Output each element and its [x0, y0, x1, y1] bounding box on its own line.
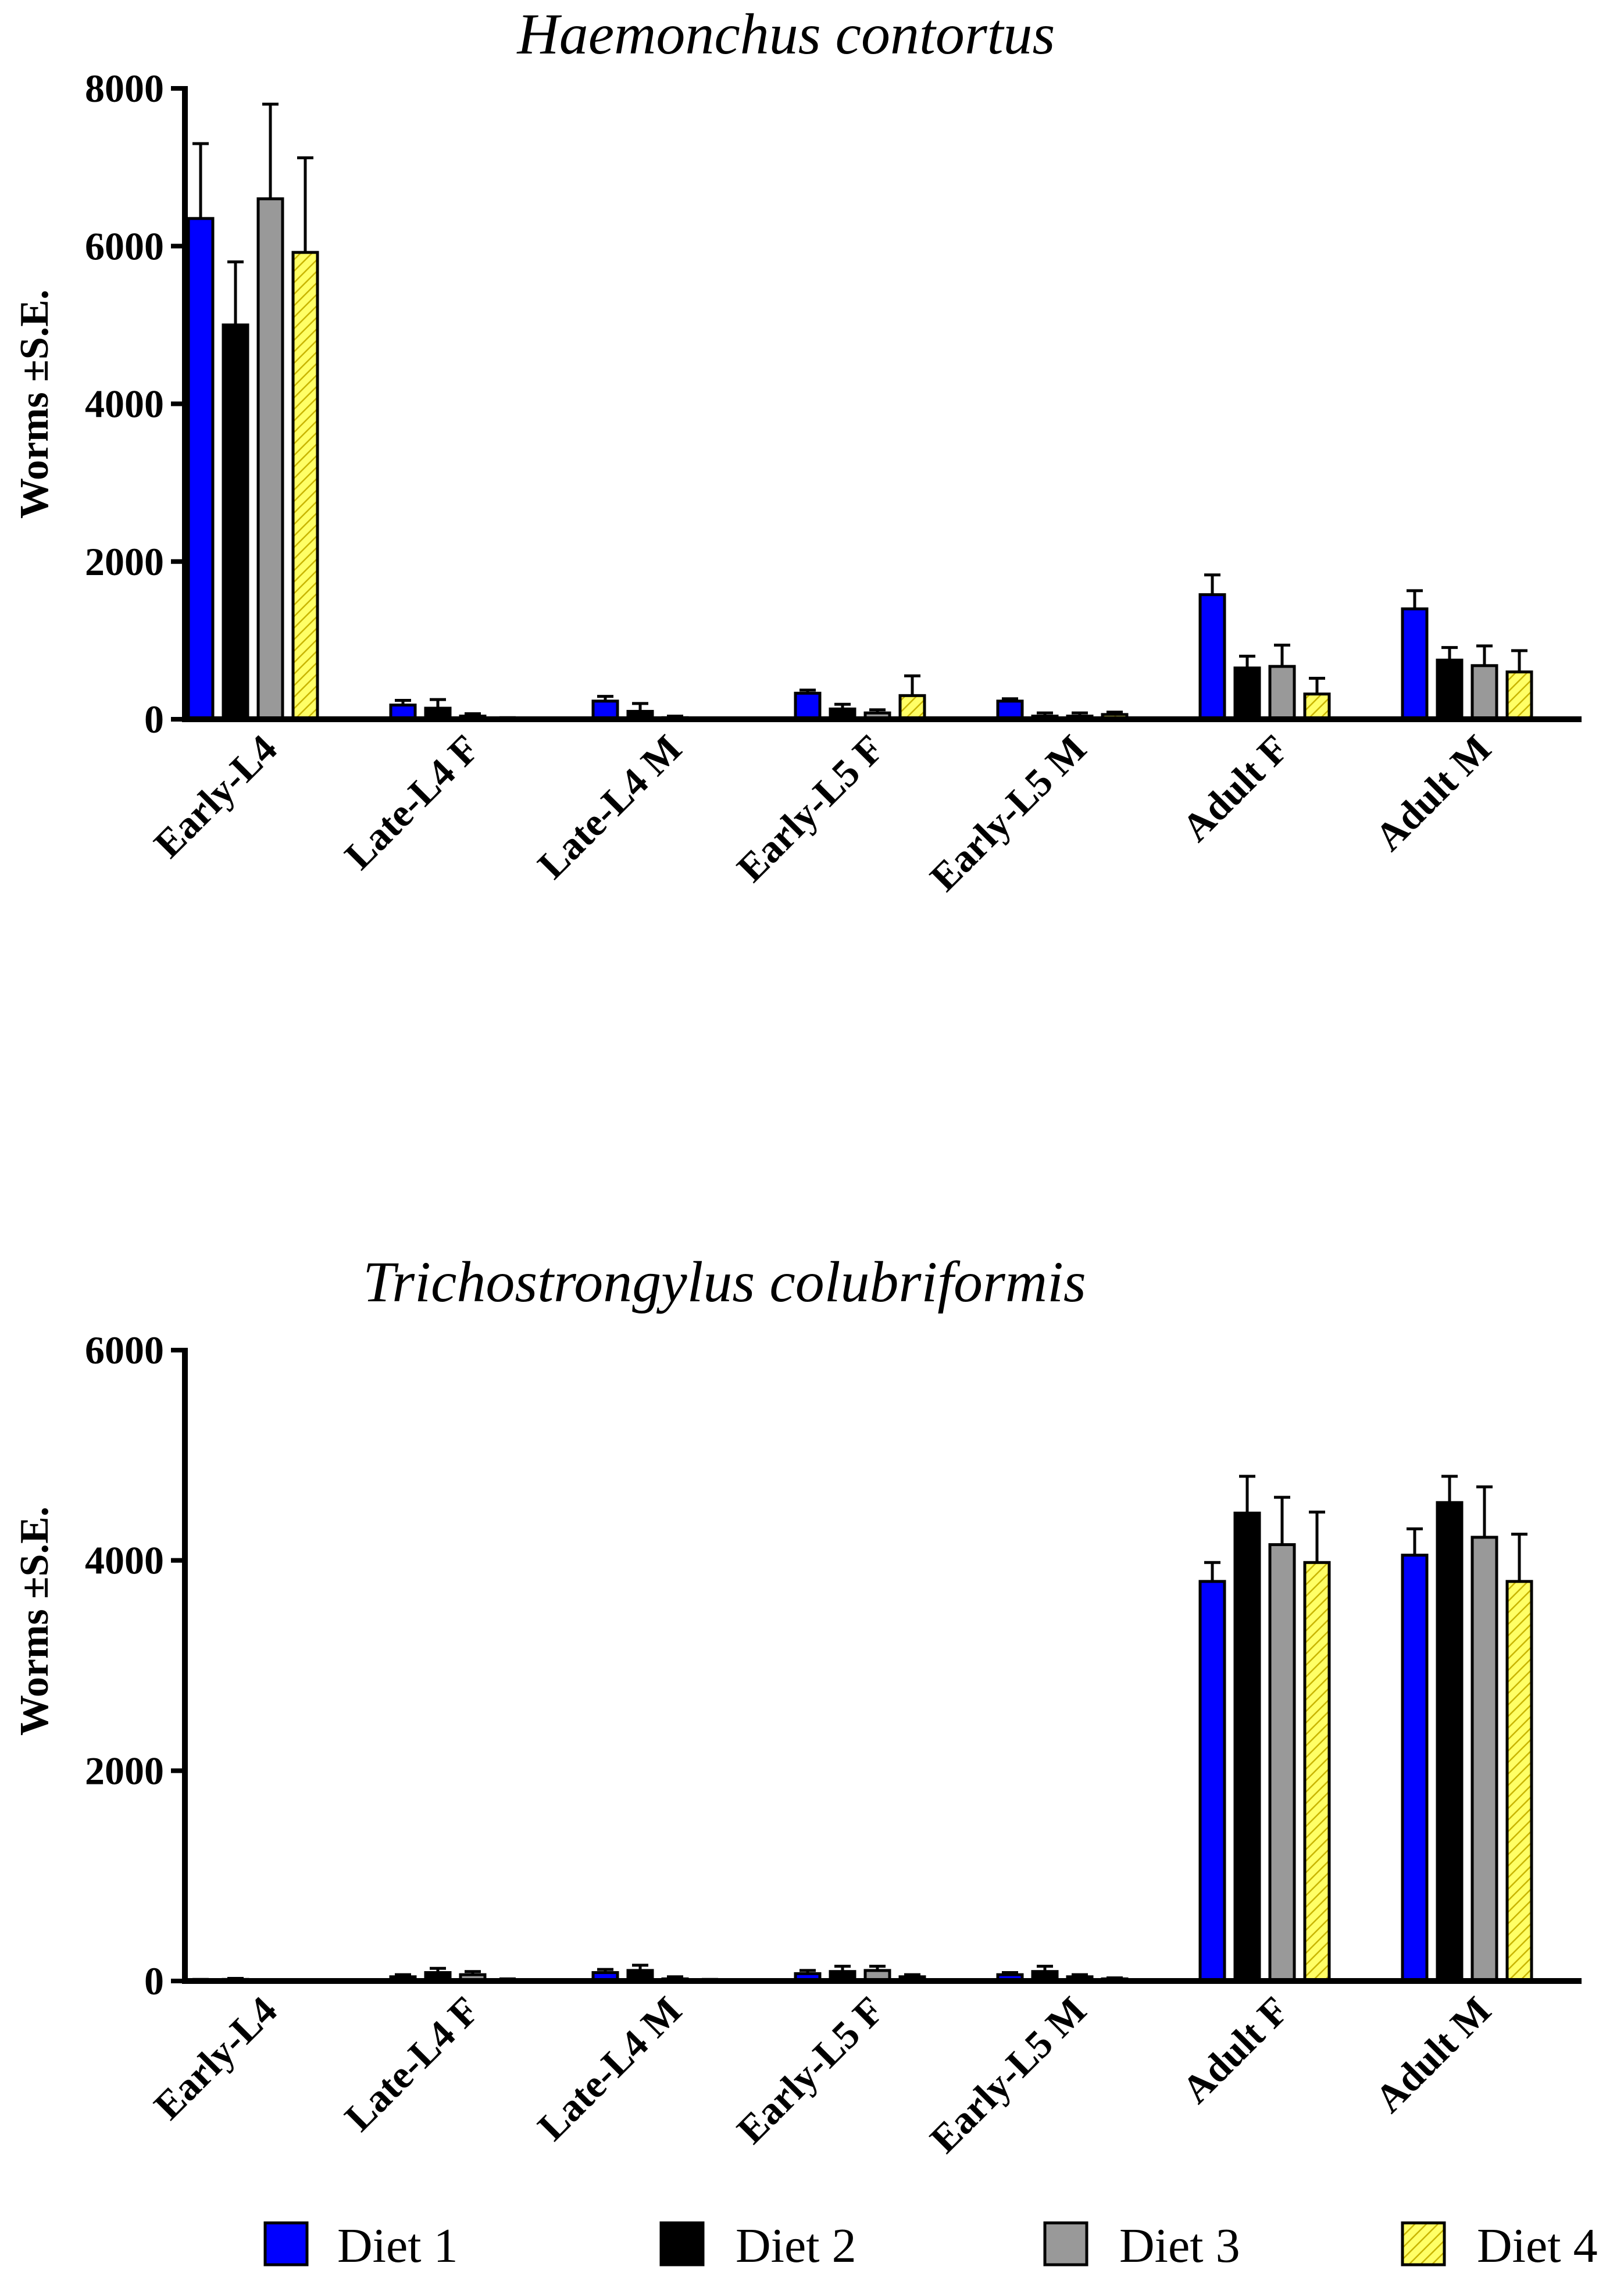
bar-diet-4-adult-m [1505, 1580, 1533, 1983]
bar-diet-4-early-l5-f [898, 694, 926, 721]
bar-diet-4-early-l4 [291, 251, 319, 721]
y-tick-label: 8000 [85, 66, 164, 110]
y-tick-label: 0 [144, 1959, 164, 2003]
chart-title: Trichostrongylus colubriformis [363, 1250, 1086, 1314]
x-tick-label: Early-L5 F [728, 1988, 892, 2152]
legend-swatch-diet-4 [1401, 2221, 1446, 2266]
bar-diet-4-adult-m [1505, 670, 1533, 721]
chart-haemonchus: Haemonchus contortus Worms ±S.E. Early-L… [12, 2, 1582, 900]
bar-diet-2-adult-m [1436, 1501, 1464, 1983]
plot-area: Early-L4 Late-L4 F Late-L4 M Early-L5 F Earl… [85, 1328, 1582, 2161]
x-tick-label: Adult M [1366, 1988, 1500, 2121]
y-tick-label: 4000 [85, 382, 164, 426]
bar-diet-1-adult-m [1401, 1554, 1429, 1983]
x-tick-label: Early-L5 F [728, 726, 892, 890]
bar-diet-3-adult-f [1268, 665, 1296, 721]
bar-diet-3-adult-m [1470, 1536, 1498, 1983]
legend-item-diet-2: Diet 2 [659, 2219, 856, 2273]
legend-item-diet-3: Diet 3 [1043, 2219, 1240, 2273]
chart-title: Haemonchus contortus [516, 2, 1055, 66]
y-tick-label: 4000 [85, 1539, 164, 1583]
y-tick-label: 2000 [85, 1748, 164, 1793]
x-tick-label: Late-L4 F [336, 1988, 488, 2140]
x-tick-label: Late-L4 F [336, 726, 488, 878]
plot-area: Early-L4 Late-L4 F Late-L4 M Early-L5 F Earl… [85, 66, 1582, 900]
legend-swatch-diet-2 [659, 2221, 705, 2266]
legend-label-diet-1: Diet 1 [337, 2219, 458, 2273]
bar-diet-1-adult-f [1198, 1580, 1226, 1983]
x-tick-label: Early-L5 M [921, 1988, 1094, 2161]
y-axis-label: Worms ±S.E. [12, 1507, 57, 1736]
bar-diet-4-adult-f [1303, 693, 1331, 721]
legend-item-diet-1: Diet 1 [263, 2219, 458, 2273]
legend: Diet 1 Diet 2 Diet 3 Diet 4 [263, 2219, 1598, 2273]
x-tick-label: Early-L5 M [921, 726, 1094, 900]
bar-diet-3-early-l4 [256, 197, 284, 721]
bar-diet-3-adult-m [1470, 664, 1498, 721]
x-tick-label: Late-L4 M [529, 1988, 690, 2149]
bar-diet-1-adult-f [1198, 593, 1226, 721]
legend-swatch-diet-3 [1043, 2221, 1088, 2266]
chart-trichostrongylus: Trichostrongylus colubriformis Worms ±S.… [12, 1250, 1582, 2161]
bar-diet-2-adult-f [1233, 666, 1261, 721]
y-tick-label: 2000 [85, 540, 164, 584]
x-tick-label: Late-L4 M [529, 726, 690, 887]
bar-diet-1-early-l5-f [794, 691, 822, 721]
x-tick-label: Adult F [1173, 1988, 1297, 2112]
x-tick-label: Early-L4 [145, 726, 285, 866]
legend-label-diet-4: Diet 4 [1477, 2219, 1598, 2273]
bar-diet-2-adult-f [1233, 1511, 1261, 1983]
bar-diet-1-adult-m [1401, 607, 1429, 721]
y-tick-label: 6000 [85, 1328, 164, 1372]
bar-diet-4-adult-f [1303, 1561, 1331, 1983]
bar-diet-3-adult-f [1268, 1543, 1296, 1983]
y-tick-label: 0 [144, 697, 164, 741]
bar-diet-2-early-l4 [222, 323, 249, 721]
legend-label-diet-2: Diet 2 [736, 2219, 856, 2273]
y-axis-label: Worms ±S.E. [12, 290, 57, 519]
x-tick-label: Adult F [1173, 726, 1297, 850]
legend-item-diet-4: Diet 4 [1401, 2219, 1598, 2273]
bar-diet-2-adult-m [1436, 658, 1464, 721]
y-tick-label: 6000 [85, 224, 164, 268]
x-tick-label: Adult M [1366, 726, 1500, 859]
legend-label-diet-3: Diet 3 [1119, 2219, 1240, 2273]
x-tick-label: Early-L4 [145, 1988, 285, 2128]
bar-diet-1-early-l4 [187, 217, 215, 721]
legend-swatch-diet-1 [263, 2221, 309, 2266]
